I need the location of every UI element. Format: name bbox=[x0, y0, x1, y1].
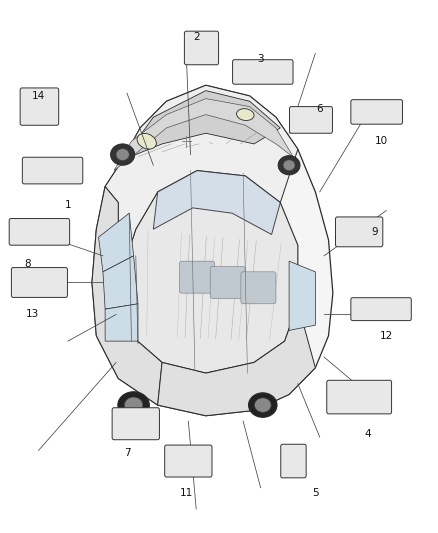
Ellipse shape bbox=[137, 133, 156, 149]
FancyBboxPatch shape bbox=[112, 408, 159, 440]
Polygon shape bbox=[92, 85, 333, 416]
Ellipse shape bbox=[124, 397, 143, 413]
Polygon shape bbox=[105, 85, 298, 256]
Text: 10: 10 bbox=[374, 136, 388, 146]
FancyBboxPatch shape bbox=[180, 261, 215, 293]
Polygon shape bbox=[99, 213, 134, 272]
FancyBboxPatch shape bbox=[351, 100, 403, 124]
FancyBboxPatch shape bbox=[281, 445, 306, 478]
Ellipse shape bbox=[278, 156, 300, 175]
Polygon shape bbox=[92, 187, 162, 405]
FancyBboxPatch shape bbox=[22, 157, 83, 184]
FancyBboxPatch shape bbox=[11, 268, 67, 297]
Text: 5: 5 bbox=[312, 488, 319, 498]
Ellipse shape bbox=[116, 149, 129, 160]
FancyBboxPatch shape bbox=[20, 88, 59, 125]
Polygon shape bbox=[123, 91, 280, 160]
Text: 7: 7 bbox=[124, 448, 131, 458]
Text: 8: 8 bbox=[24, 259, 31, 269]
FancyBboxPatch shape bbox=[351, 297, 411, 321]
Polygon shape bbox=[103, 256, 138, 309]
FancyBboxPatch shape bbox=[336, 217, 383, 247]
Ellipse shape bbox=[110, 144, 135, 165]
FancyBboxPatch shape bbox=[290, 107, 332, 133]
FancyBboxPatch shape bbox=[184, 31, 219, 64]
Polygon shape bbox=[105, 304, 138, 341]
FancyBboxPatch shape bbox=[210, 266, 245, 298]
Text: 4: 4 bbox=[364, 430, 371, 439]
Text: 2: 2 bbox=[193, 33, 200, 42]
Polygon shape bbox=[289, 261, 315, 330]
Polygon shape bbox=[123, 171, 298, 373]
Ellipse shape bbox=[249, 393, 277, 417]
Ellipse shape bbox=[237, 109, 254, 120]
Text: 14: 14 bbox=[32, 91, 45, 101]
Text: 6: 6 bbox=[316, 104, 323, 114]
Text: 3: 3 bbox=[257, 54, 264, 63]
Polygon shape bbox=[158, 304, 315, 416]
Ellipse shape bbox=[118, 392, 149, 418]
Ellipse shape bbox=[283, 160, 295, 171]
Ellipse shape bbox=[254, 398, 271, 413]
Text: 11: 11 bbox=[180, 488, 193, 498]
Polygon shape bbox=[153, 171, 280, 235]
FancyBboxPatch shape bbox=[165, 445, 212, 477]
FancyBboxPatch shape bbox=[241, 272, 276, 304]
FancyBboxPatch shape bbox=[233, 60, 293, 84]
Text: 9: 9 bbox=[371, 227, 378, 237]
FancyBboxPatch shape bbox=[9, 219, 70, 245]
Text: 12: 12 bbox=[380, 331, 393, 341]
Polygon shape bbox=[114, 99, 293, 171]
Text: 1: 1 bbox=[64, 200, 71, 210]
FancyBboxPatch shape bbox=[327, 381, 392, 414]
Text: 13: 13 bbox=[26, 310, 39, 319]
